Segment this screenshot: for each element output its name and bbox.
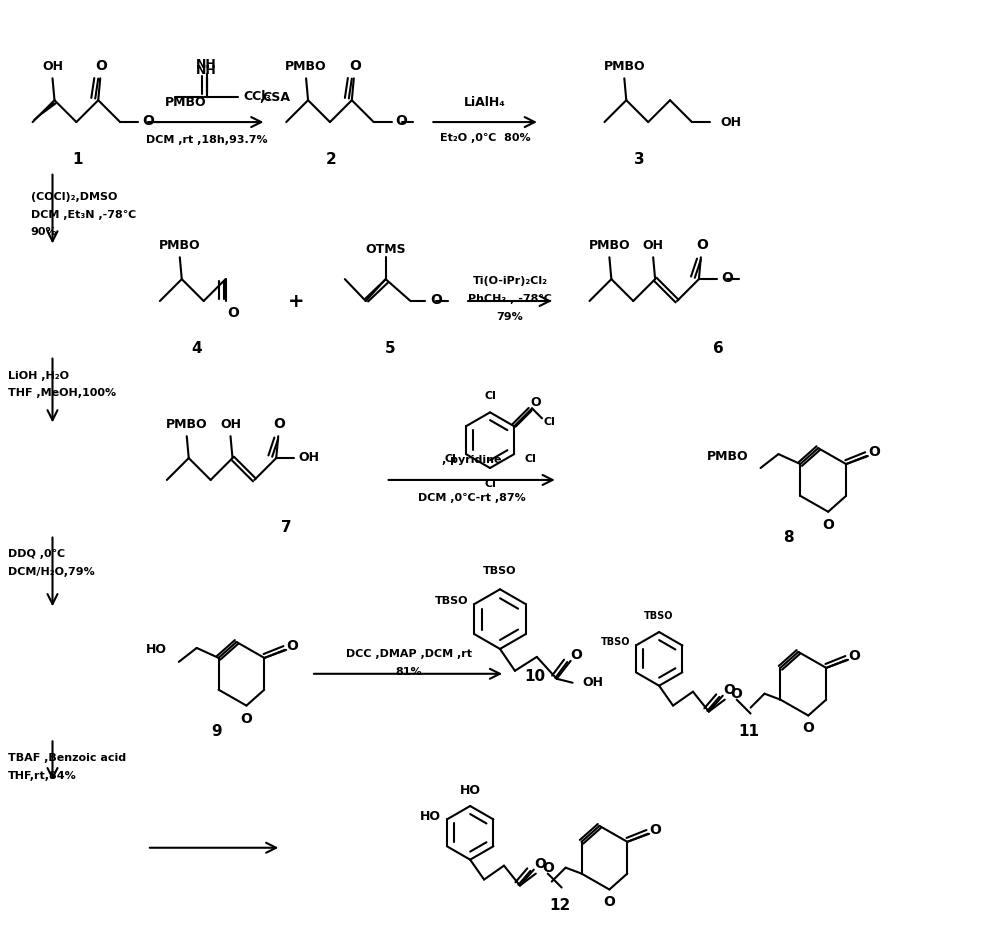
Text: DCM ,0℃-rt ,87%: DCM ,0℃-rt ,87%: [418, 493, 526, 503]
Text: HO: HO: [146, 644, 167, 656]
Text: O: O: [286, 639, 298, 653]
Text: CSA: CSA: [262, 91, 290, 103]
Text: O: O: [534, 856, 546, 870]
Text: NH: NH: [196, 64, 217, 77]
Text: 8: 8: [783, 530, 794, 545]
Text: OH: OH: [721, 116, 742, 129]
Text: 4: 4: [191, 341, 202, 356]
Text: DCM ,rt ,18h,93.7%: DCM ,rt ,18h,93.7%: [146, 135, 267, 145]
Text: DDQ ,0℃: DDQ ,0℃: [8, 550, 65, 559]
Text: NH: NH: [196, 58, 217, 70]
Text: O: O: [603, 896, 615, 909]
Text: O: O: [723, 682, 735, 697]
Text: Cl: Cl: [444, 454, 456, 464]
Text: DCM/H₂O,79%: DCM/H₂O,79%: [8, 568, 94, 577]
Text: PMBO: PMBO: [159, 239, 201, 252]
Text: OH: OH: [42, 60, 63, 73]
Text: 79%: 79%: [497, 312, 523, 321]
Text: , pyridine: , pyridine: [442, 455, 502, 465]
Text: O: O: [240, 712, 252, 726]
Text: O: O: [349, 59, 361, 73]
Text: O: O: [731, 687, 743, 700]
Text: HO: HO: [460, 784, 481, 796]
Text: PMBO: PMBO: [589, 239, 630, 252]
Text: O: O: [649, 822, 661, 837]
Text: TBSO: TBSO: [483, 567, 517, 576]
Text: DCM ,Et₃N ,-78℃: DCM ,Et₃N ,-78℃: [31, 210, 136, 220]
Text: O: O: [531, 396, 541, 409]
Polygon shape: [34, 103, 56, 120]
Text: Cl: Cl: [524, 454, 536, 464]
Text: PMBO: PMBO: [285, 60, 327, 73]
Text: TBSO: TBSO: [600, 637, 630, 648]
Text: OH: OH: [298, 450, 319, 463]
Text: 10: 10: [524, 669, 545, 684]
Text: Ti(O-iPr)₂Cl₂: Ti(O-iPr)₂Cl₂: [472, 276, 547, 286]
Text: O: O: [696, 239, 708, 252]
Text: O: O: [848, 649, 860, 663]
Text: O: O: [430, 293, 442, 307]
Text: 3: 3: [634, 152, 645, 167]
Text: PhCH₃ , -78℃: PhCH₃ , -78℃: [468, 294, 552, 304]
Text: O: O: [542, 861, 554, 874]
Text: O: O: [822, 518, 834, 532]
Text: HO: HO: [420, 810, 441, 822]
Text: O: O: [273, 417, 285, 431]
Text: O: O: [228, 306, 239, 320]
Text: 11: 11: [738, 724, 759, 739]
Text: OH: OH: [643, 239, 664, 252]
Text: PMBO: PMBO: [166, 417, 208, 431]
Text: +: +: [288, 291, 304, 310]
Text: TBSO: TBSO: [435, 596, 468, 606]
Text: 90%: 90%: [31, 227, 57, 238]
Text: OH: OH: [220, 417, 241, 431]
Text: THF,rt,84%: THF,rt,84%: [8, 771, 76, 781]
Text: OH: OH: [583, 676, 604, 689]
Text: Cl: Cl: [484, 391, 496, 401]
Text: PMBO: PMBO: [165, 96, 207, 109]
Text: O: O: [868, 446, 880, 459]
Text: Cl: Cl: [543, 417, 555, 428]
Text: PMBO: PMBO: [603, 60, 645, 73]
Text: 5: 5: [385, 341, 396, 356]
Text: DCC ,DMAP ,DCM ,rt: DCC ,DMAP ,DCM ,rt: [346, 649, 472, 659]
Text: TBSO: TBSO: [644, 611, 674, 621]
Text: O: O: [571, 648, 583, 662]
Text: O: O: [95, 59, 107, 73]
Text: LiAlH₄: LiAlH₄: [464, 96, 506, 109]
Text: CCl₃: CCl₃: [243, 89, 271, 102]
Text: THF ,MeOH,100%: THF ,MeOH,100%: [8, 388, 116, 399]
Text: OTMS: OTMS: [365, 243, 406, 256]
Text: ,: ,: [259, 91, 264, 103]
Text: 2: 2: [326, 152, 336, 167]
Text: 81%: 81%: [395, 666, 422, 677]
Text: PMBO: PMBO: [707, 449, 749, 462]
Text: 7: 7: [281, 520, 292, 535]
Text: O: O: [802, 722, 814, 735]
Text: 6: 6: [713, 341, 724, 356]
Text: O: O: [721, 271, 733, 285]
Text: 9: 9: [211, 724, 222, 739]
Text: TBAF ,Benzoic acid: TBAF ,Benzoic acid: [8, 753, 126, 763]
Text: 12: 12: [549, 898, 570, 913]
Text: O: O: [142, 114, 154, 128]
Text: LiOH ,H₂O: LiOH ,H₂O: [8, 370, 69, 381]
Text: (COCl)₂,DMSO: (COCl)₂,DMSO: [31, 192, 117, 201]
Text: 1: 1: [72, 152, 83, 167]
Text: O: O: [396, 114, 407, 128]
Text: Cl: Cl: [484, 478, 496, 489]
Text: Et₂O ,0℃  80%: Et₂O ,0℃ 80%: [440, 133, 530, 143]
